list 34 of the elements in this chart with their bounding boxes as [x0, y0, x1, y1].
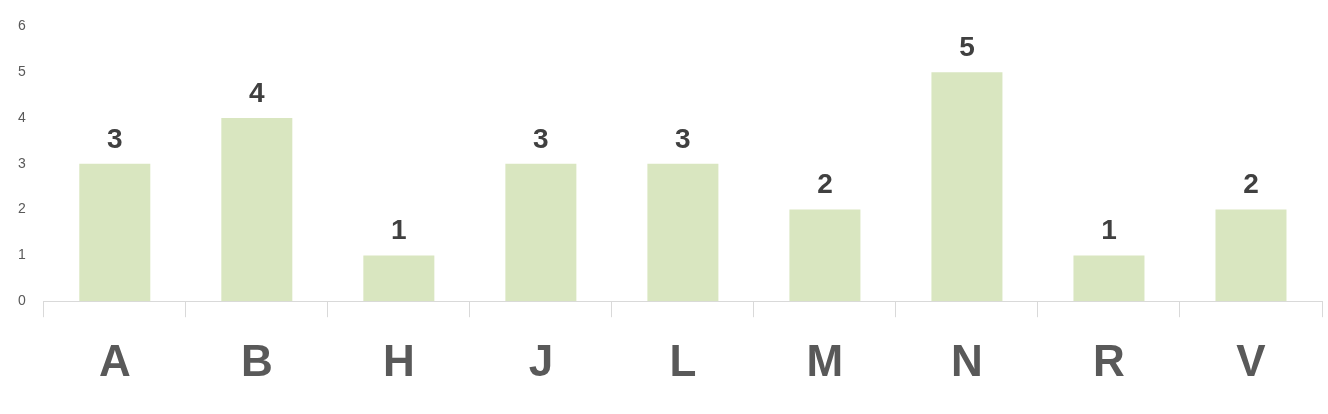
x-tick-label: B [240, 335, 273, 385]
data-label: 3 [675, 122, 691, 154]
x-tick-label: H [382, 335, 415, 385]
y-tick-label: 1 [17, 246, 26, 263]
x-tick-label: J [528, 335, 554, 385]
y-tick-label: 4 [17, 108, 26, 125]
data-label: 1 [1101, 214, 1117, 246]
bar [363, 255, 435, 302]
x-tick-label: V [1236, 335, 1267, 385]
bar [221, 118, 293, 302]
data-label: 2 [817, 168, 833, 200]
y-tick-label: 2 [17, 200, 26, 217]
y-tick-label: 3 [17, 154, 26, 171]
data-label: 5 [959, 30, 975, 62]
x-tick-label: A [98, 335, 131, 385]
y-tick-label: 0 [17, 292, 26, 309]
x-tick-label: L [669, 335, 697, 385]
data-label: 1 [391, 214, 407, 246]
bar [647, 163, 719, 302]
x-tick-label: M [806, 335, 844, 385]
bar [79, 163, 151, 302]
bar [505, 163, 577, 302]
x-tick-label: N [951, 335, 983, 385]
bar [1215, 209, 1287, 302]
y-tick-label: 5 [17, 63, 26, 80]
data-label: 4 [249, 76, 266, 108]
bar [789, 209, 861, 302]
bar [1073, 255, 1145, 302]
x-tick-label: R [1093, 335, 1125, 385]
data-label: 3 [533, 122, 549, 154]
data-label: 3 [107, 122, 123, 154]
data-label: 2 [1243, 168, 1259, 200]
bar [931, 72, 1003, 302]
y-tick-label: 6 [17, 17, 26, 34]
